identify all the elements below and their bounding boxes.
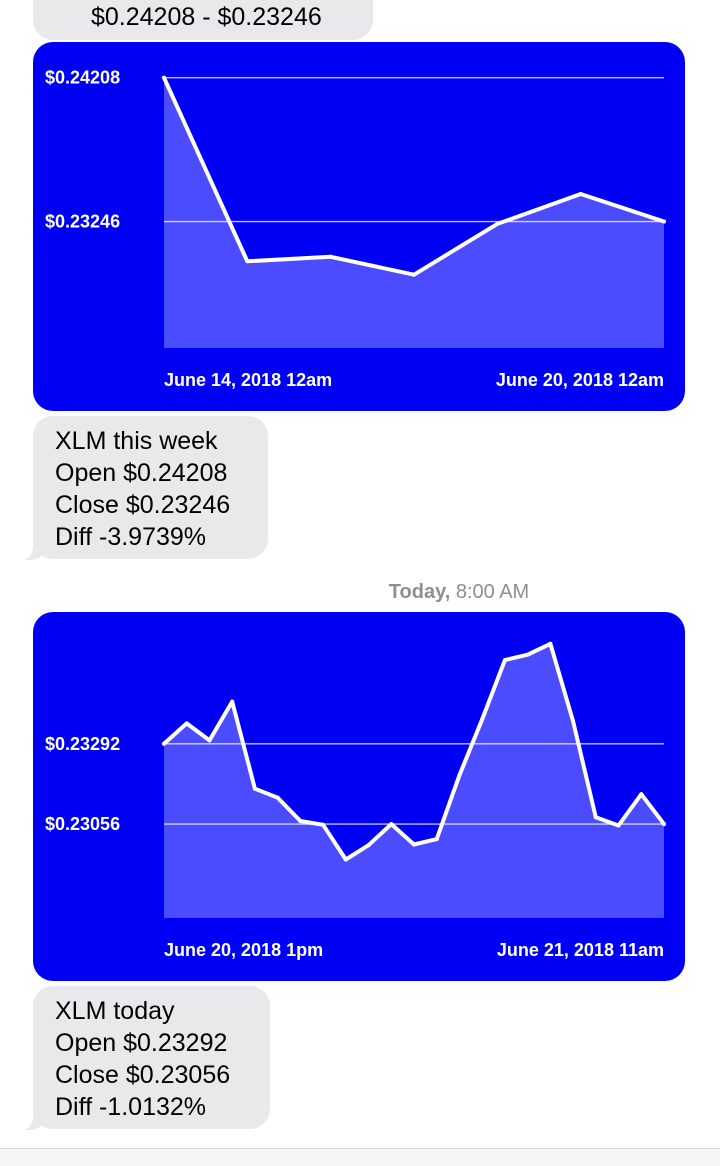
data-point bbox=[502, 658, 507, 663]
weekly-summary-line-2: Open $0.24208 bbox=[55, 459, 228, 487]
data-point bbox=[252, 786, 257, 791]
weekly-summary-line-4: Diff -3.9739% bbox=[55, 523, 207, 551]
price-range-text: $0.24208 - $0.23246 bbox=[91, 3, 322, 31]
data-point bbox=[434, 837, 439, 842]
price-range-bubble[interactable]: $0.24208 - $0.23246 bbox=[33, 0, 373, 40]
data-point bbox=[321, 822, 326, 827]
x-tick-label-end: June 21, 2018 11am bbox=[497, 940, 664, 960]
daily-summary-line-2: Open $0.23292 bbox=[55, 1029, 228, 1057]
data-point bbox=[412, 842, 416, 847]
y-tick-label: $0.23056 bbox=[45, 814, 120, 834]
y-tick-label: $0.24208 bbox=[45, 68, 120, 88]
timestamp-time: 8:00 AM bbox=[455, 581, 530, 603]
daily-summary-line-1: XLM today bbox=[55, 997, 175, 1025]
bubble-tail bbox=[18, 1110, 46, 1130]
data-point bbox=[495, 221, 500, 226]
data-point bbox=[616, 823, 621, 828]
data-point bbox=[662, 822, 666, 827]
data-point bbox=[412, 272, 416, 277]
x-tick-label-end: June 20, 2018 12am bbox=[496, 370, 664, 390]
price-area-fill bbox=[164, 643, 664, 918]
data-point bbox=[298, 819, 303, 824]
data-point bbox=[207, 738, 212, 743]
x-tick-label-start: June 14, 2018 12am bbox=[164, 370, 332, 390]
weekly-summary-line-1: XLM this week bbox=[55, 427, 218, 455]
data-point bbox=[328, 254, 333, 259]
data-point bbox=[230, 699, 235, 704]
data-point bbox=[389, 822, 394, 827]
data-point bbox=[578, 192, 583, 197]
data-point bbox=[480, 717, 485, 722]
data-point bbox=[343, 857, 348, 862]
data-point bbox=[662, 219, 666, 224]
timestamp-day: Today, bbox=[388, 581, 451, 603]
data-point bbox=[457, 773, 462, 778]
daily-price-chart[interactable]: $0.23292 $0.23056 June 20, 2018 1pm June 21… bbox=[33, 612, 685, 981]
data-point bbox=[366, 843, 371, 848]
data-point bbox=[162, 741, 166, 746]
weekly-summary-line-3: Close $0.23246 bbox=[55, 491, 231, 519]
weekly-chart-svg: $0.24208 $0.23246 June 14, 2018 12am June 2… bbox=[45, 68, 666, 390]
bubble-tail bbox=[18, 540, 46, 560]
weekly-summary-bubble[interactable]: XLM this week Open $0.24208 Close $0.232… bbox=[18, 416, 268, 560]
data-point bbox=[593, 815, 598, 820]
message-timestamp: Today, 8:00 AM bbox=[0, 580, 720, 604]
data-point bbox=[162, 75, 166, 80]
data-point bbox=[525, 652, 530, 657]
daily-summary-line-4: Diff -1.0132% bbox=[55, 1093, 207, 1121]
input-bar bbox=[0, 1148, 720, 1166]
data-point bbox=[639, 792, 644, 797]
x-tick-label-start: June 20, 2018 1pm bbox=[164, 940, 323, 960]
data-point bbox=[275, 795, 280, 800]
price-area-fill bbox=[164, 77, 664, 348]
y-tick-label: $0.23246 bbox=[45, 212, 120, 232]
data-point bbox=[245, 259, 250, 264]
y-tick-label: $0.23292 bbox=[45, 734, 120, 754]
daily-summary-line-3: Close $0.23056 bbox=[55, 1061, 231, 1089]
weekly-price-chart[interactable]: $0.24208 $0.23246 June 14, 2018 12am June 2… bbox=[33, 42, 685, 411]
daily-chart-svg: $0.23292 $0.23056 June 20, 2018 1pm June 21… bbox=[45, 641, 666, 960]
data-point bbox=[184, 721, 189, 726]
data-point bbox=[571, 719, 576, 724]
data-point bbox=[548, 641, 553, 646]
daily-summary-bubble[interactable]: XLM today Open $0.23292 Close $0.23056 D… bbox=[18, 986, 270, 1130]
